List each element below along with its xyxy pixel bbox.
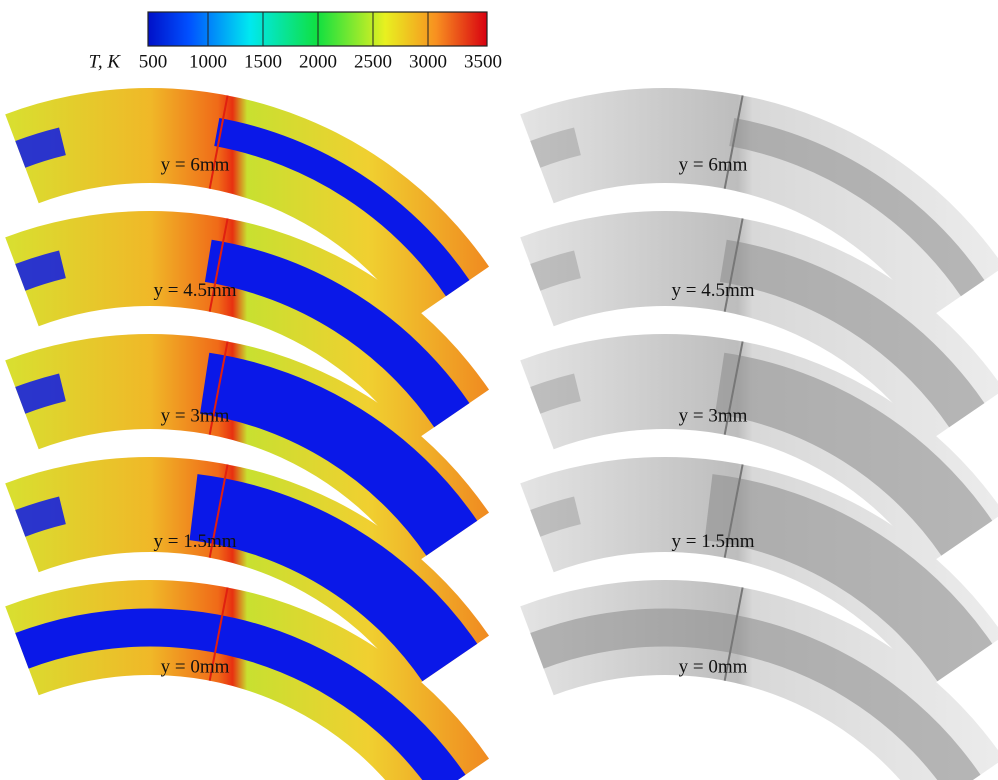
core-stripe xyxy=(15,608,466,780)
annulus-band xyxy=(520,211,998,444)
front xyxy=(208,587,229,681)
front xyxy=(723,95,744,189)
annulus-band xyxy=(520,88,998,321)
core-stripe xyxy=(729,118,985,297)
front xyxy=(723,464,744,558)
colorbar-tick-label: 1500 xyxy=(244,51,282,72)
core-stripe xyxy=(189,474,478,682)
front xyxy=(208,95,229,189)
annulus-band xyxy=(520,457,998,690)
colorbar-tick-label: 2000 xyxy=(299,51,337,72)
annulus-band xyxy=(5,210,490,444)
annulus-band xyxy=(5,87,490,321)
colorbar-tick-label: 3000 xyxy=(409,51,447,72)
panel-label: y = 4.5mm xyxy=(153,280,236,301)
core-stripe xyxy=(15,496,66,537)
colorbar-tick-label: 3500 xyxy=(464,51,502,72)
colorbar-label: T, K xyxy=(89,51,122,72)
core-stripe xyxy=(15,127,66,168)
core-stripe xyxy=(200,352,478,556)
panel-label: y = 4.5mm xyxy=(671,280,754,301)
colorbar-tick-label: 2500 xyxy=(354,51,392,72)
colorbar-tick-label: 1000 xyxy=(189,51,227,72)
front xyxy=(208,464,229,558)
panel-label: y = 3mm xyxy=(161,405,230,426)
annulus-band xyxy=(5,334,490,567)
core-stripe xyxy=(15,250,66,291)
temperature-column: y = 6mm y = 4.5mm y = 3mm y = 1.5mm y = 0mm xyxy=(5,87,490,780)
panel-label: y = 6mm xyxy=(679,154,748,175)
annulus-band xyxy=(5,457,490,690)
core-stripe xyxy=(715,352,993,556)
front xyxy=(723,587,744,681)
core-stripe xyxy=(15,373,66,414)
colorbar-tick-label: 500 xyxy=(139,51,168,72)
front xyxy=(208,218,229,312)
core-stripe xyxy=(719,239,985,428)
core-stripe xyxy=(704,474,993,682)
panel-label: y = 0mm xyxy=(679,656,748,677)
front xyxy=(208,341,229,435)
core-stripe xyxy=(530,250,581,291)
annulus-band xyxy=(520,334,998,567)
panel-label: y = 0mm xyxy=(161,656,230,677)
panel-label: y = 1.5mm xyxy=(153,531,236,552)
front xyxy=(723,341,744,435)
front xyxy=(723,218,744,312)
panel-label: y = 6mm xyxy=(161,154,230,175)
schlieren-column: y = 6mm y = 4.5mm y = 3mm y = 1.5mm y = 0mm xyxy=(520,88,998,780)
core-stripe xyxy=(530,373,581,414)
core-stripe xyxy=(530,496,581,537)
core-stripe xyxy=(530,608,981,780)
core-stripe xyxy=(204,239,470,428)
core-stripe xyxy=(214,118,470,297)
core-stripe xyxy=(530,127,581,168)
panel-label: y = 3mm xyxy=(679,405,748,426)
panel-label: y = 1.5mm xyxy=(671,531,754,552)
